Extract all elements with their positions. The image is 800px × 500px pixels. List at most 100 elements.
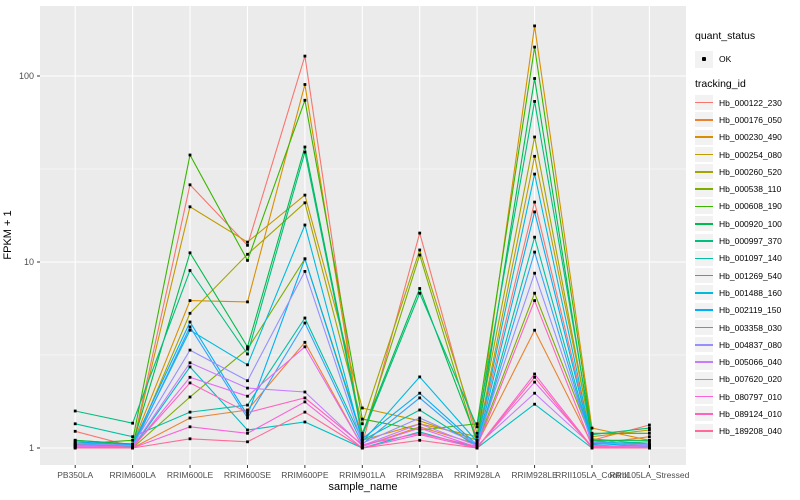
data-point — [590, 433, 594, 436]
data-point — [360, 441, 364, 445]
data-point — [73, 441, 77, 445]
legend-line-swatch — [695, 378, 713, 381]
data-point — [648, 435, 651, 439]
data-point — [303, 193, 307, 197]
data-point — [418, 231, 422, 235]
data-point — [246, 411, 249, 414]
legend-key-box — [695, 198, 713, 214]
data-point — [188, 328, 192, 332]
legend-item-Hb_000230_490: Hb_000230_490 — [695, 129, 799, 146]
data-point — [418, 428, 422, 432]
data-point — [188, 251, 192, 255]
legend-label: Hb_000260_520 — [719, 166, 782, 177]
legend-label: Hb_005066_040 — [719, 357, 782, 368]
data-point — [73, 438, 77, 442]
legend-line-swatch — [695, 171, 713, 173]
data-point — [418, 416, 422, 420]
data-point — [418, 422, 422, 426]
legend-line-swatch — [695, 326, 713, 329]
data-point — [188, 375, 192, 379]
legend-line-swatch — [695, 101, 713, 104]
data-point — [533, 271, 536, 275]
data-point — [246, 345, 249, 349]
x-tick-label: RRIM901LA — [339, 470, 386, 480]
y-tick-label: 10 — [24, 257, 34, 267]
legend-line-swatch — [695, 136, 713, 139]
data-point — [246, 240, 249, 244]
data-point — [188, 183, 192, 187]
legend-line-swatch — [695, 222, 713, 225]
data-point — [188, 416, 192, 420]
legend-line-swatch — [695, 188, 713, 190]
legend-key-box — [695, 302, 713, 318]
data-point — [418, 248, 422, 252]
data-point — [188, 325, 192, 329]
legend-key-box — [695, 112, 713, 128]
data-point — [188, 381, 192, 385]
data-point — [360, 445, 364, 448]
x-tick-label: RRII105LA_Control — [555, 470, 629, 480]
data-point — [418, 253, 422, 257]
legend-key-box — [695, 233, 713, 249]
legend-label: Hb_000920_100 — [719, 218, 782, 229]
data-point — [533, 210, 536, 214]
legend-key-box — [695, 354, 713, 370]
legend-title-quant-status: quant_status — [695, 30, 756, 42]
data-point — [360, 431, 364, 435]
data-point — [303, 420, 307, 424]
legend-item-Hb_000920_100: Hb_000920_100 — [695, 215, 799, 232]
data-point — [418, 426, 422, 430]
data-point — [303, 400, 307, 404]
legend-label: Hb_089124_010 — [719, 408, 782, 419]
data-point — [533, 372, 536, 376]
data-point — [475, 446, 479, 450]
legend-key-box — [695, 371, 713, 387]
data-point — [73, 446, 77, 450]
data-point — [533, 291, 536, 295]
data-point — [533, 299, 536, 302]
data-point — [360, 433, 364, 437]
legend-item-Hb_080797_010: Hb_080797_010 — [695, 388, 799, 405]
data-point — [246, 431, 249, 435]
data-point — [533, 250, 536, 254]
data-point — [246, 243, 249, 247]
legend-label: Hb_080797_010 — [719, 391, 782, 402]
x-tick-label: RRIM928LE — [511, 470, 558, 480]
data-point — [303, 98, 307, 102]
legend-key-box — [695, 164, 713, 180]
point-marker-icon — [702, 57, 706, 61]
data-point — [246, 440, 249, 444]
data-point — [188, 311, 192, 315]
legend-label: Hb_001097_140 — [719, 253, 782, 264]
data-point — [533, 24, 536, 28]
legend-item-Hb_000608_190: Hb_000608_190 — [695, 198, 799, 215]
data-point — [246, 300, 249, 304]
legend-line-swatch — [695, 257, 713, 260]
legend-item-Hb_089124_010: Hb_089124_010 — [695, 405, 799, 422]
data-point — [303, 223, 307, 227]
data-point — [475, 438, 479, 442]
data-point — [246, 363, 249, 367]
legend-key-box — [695, 423, 713, 439]
data-point — [360, 440, 364, 444]
legend-item-Hb_189208_040: Hb_189208_040 — [695, 423, 799, 440]
data-point — [360, 422, 364, 426]
legend-key-box — [695, 337, 713, 353]
data-point — [73, 443, 77, 447]
legend-line-swatch — [695, 274, 713, 277]
data-point — [188, 395, 192, 399]
data-point — [418, 438, 422, 442]
legend-label: Hb_189208_040 — [719, 426, 782, 437]
legend-label: Hb_000997_370 — [719, 236, 782, 247]
x-tick-label: RRIM600SE — [224, 470, 272, 480]
data-point — [648, 440, 651, 444]
legend-item-Hb_007620_020: Hb_007620_020 — [695, 371, 799, 388]
data-point — [303, 150, 307, 154]
data-point — [188, 410, 192, 414]
data-point — [303, 390, 307, 394]
y-tick-label: 100 — [19, 71, 34, 81]
data-point — [360, 406, 364, 410]
data-point — [475, 425, 479, 429]
data-point — [303, 145, 307, 149]
